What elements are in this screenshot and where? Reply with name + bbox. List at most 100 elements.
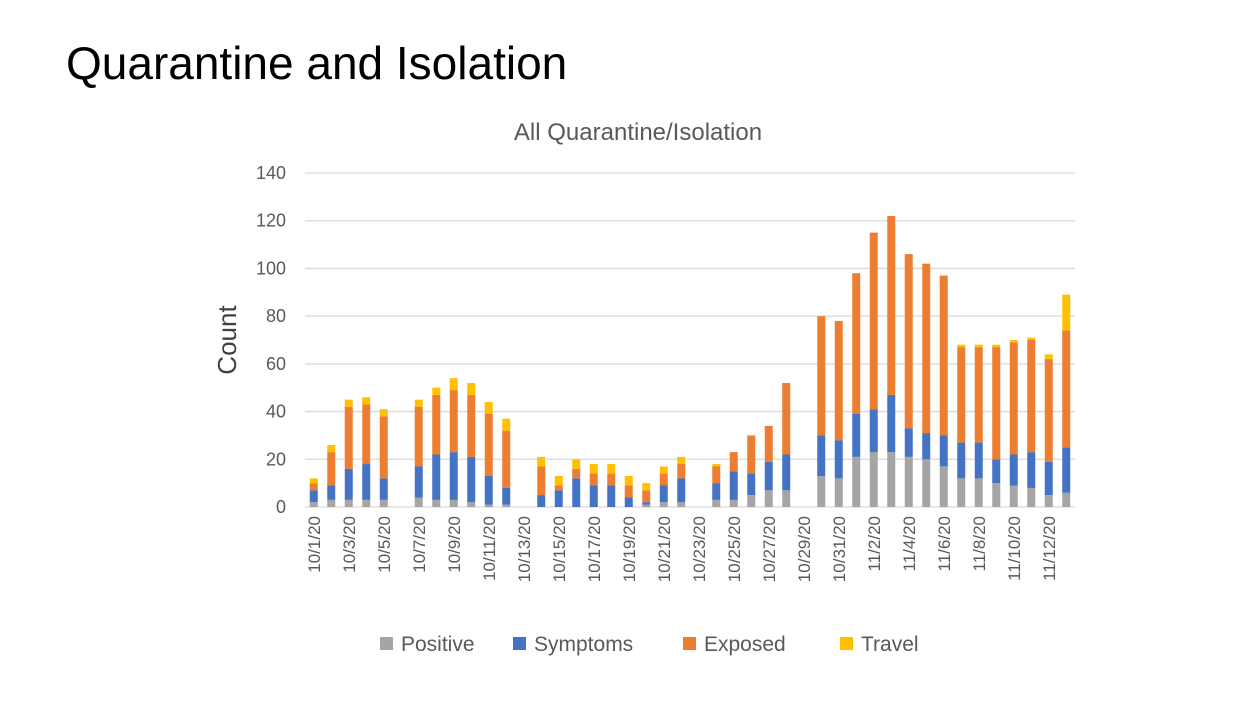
bar-segment-travel: [484, 402, 493, 414]
bar-segment-symptoms: [887, 394, 896, 453]
bar-segment-exposed: [834, 320, 843, 441]
bar-segment-exposed: [992, 347, 1001, 460]
bar-segment-travel: [414, 399, 423, 407]
x-tick-label: 10/29/20: [795, 516, 814, 582]
x-tick-label: 10/23/20: [690, 516, 709, 582]
bar-segment-positive: [502, 504, 511, 507]
bar-segment-travel: [1044, 354, 1053, 360]
x-tick-label: 10/21/20: [655, 516, 674, 582]
bar-segment-exposed: [659, 473, 668, 486]
bar-segment-positive: [922, 459, 931, 507]
bar-segment-symptoms: [467, 456, 476, 503]
x-tick-label: 10/31/20: [830, 516, 849, 582]
x-tick-label: 11/10/20: [1005, 516, 1024, 581]
bar-segment-symptoms: [554, 490, 563, 507]
bar-segment-travel: [957, 344, 966, 348]
bar-segment-travel: [659, 466, 668, 474]
x-tick-label: 10/11/20: [480, 516, 499, 581]
bar-segment-travel: [379, 409, 388, 417]
bar-segment-symptoms: [572, 478, 581, 507]
legend-label: Exposed: [704, 633, 786, 656]
bar-segment-symptoms: [449, 452, 458, 500]
bar-segment-positive: [957, 478, 966, 507]
bar-segment-symptoms: [729, 471, 738, 500]
bar-segment-positive: [904, 456, 913, 507]
legend-label: Travel: [861, 633, 919, 656]
bar-segment-exposed: [414, 406, 423, 467]
bar-segment-travel: [642, 483, 651, 491]
legend-swatch: [683, 637, 696, 650]
bar-segment-exposed: [729, 452, 738, 472]
bar-segment-symptoms: [1027, 452, 1036, 488]
bar-segment-symptoms: [659, 485, 668, 503]
bar-segment-exposed: [764, 425, 773, 462]
bar-segment-exposed: [1062, 330, 1071, 448]
x-tick-label: 10/5/20: [375, 516, 394, 573]
x-axis-ticks: 10/1/20 10/3/20 10/5/20 10/7/20 10/9/20 10/11…: [305, 516, 1059, 582]
bar-segment-positive: [764, 490, 773, 507]
bar-segment-symptoms: [484, 475, 493, 505]
bar-segment-exposed: [432, 394, 441, 455]
bar-segment-symptoms: [642, 502, 651, 505]
bar-segment-exposed: [887, 215, 896, 395]
slide-title: Quarantine and Isolation: [66, 37, 568, 89]
bar-segment-symptoms: [677, 478, 686, 503]
bar-segment-exposed: [939, 275, 948, 436]
y-tick-label: 0: [276, 497, 286, 517]
bar-segment-positive: [467, 502, 476, 507]
bar-segment-symptoms: [624, 497, 633, 507]
x-tick-label: 10/9/20: [445, 516, 464, 573]
bar-segment-symptoms: [1044, 461, 1053, 496]
bar-segment-travel: [502, 418, 511, 431]
bar-segment-exposed: [1009, 342, 1018, 455]
bar-segment-exposed: [922, 263, 931, 434]
bar-segment-exposed: [309, 483, 318, 491]
bar-segment-positive: [817, 475, 826, 507]
bar-segment-symptoms: [362, 464, 371, 500]
bar-segment-travel: [677, 456, 686, 465]
bar-segment-symptoms: [432, 454, 441, 500]
bar-segment-travel: [449, 378, 458, 391]
legend: Positive Symptoms Exposed Travel: [380, 633, 919, 656]
bar-segment-positive: [1062, 492, 1071, 507]
bar-segment-travel: [1062, 294, 1071, 331]
y-tick-label: 20: [266, 449, 286, 469]
bar-segment-symptoms: [992, 459, 1001, 484]
bar-segment-symptoms: [344, 468, 353, 500]
bar-segment-travel: [309, 478, 318, 484]
bar-segment-travel: [327, 444, 336, 453]
bar-segment-positive: [432, 499, 441, 507]
bar-segment-symptoms: [502, 487, 511, 505]
chart-title: All Quarantine/Isolation: [514, 119, 762, 146]
bar-segment-positive: [834, 478, 843, 507]
x-tick-label: 11/2/20: [865, 516, 884, 571]
bar-segment-exposed: [852, 273, 861, 414]
y-tick-label: 100: [256, 258, 286, 278]
y-axis-ticks: 0 20 40 60 80 100 120 140: [256, 163, 286, 517]
bar-segment-travel: [589, 464, 598, 474]
bar-segment-travel: [974, 344, 983, 348]
bar-segment-symptoms: [309, 490, 318, 503]
y-tick-label: 80: [266, 306, 286, 326]
bar-segment-positive: [939, 466, 948, 507]
bar-segment-travel: [344, 399, 353, 407]
bar-segment-positive: [362, 499, 371, 507]
bar-segment-exposed: [449, 390, 458, 453]
bar-segment-positive: [344, 499, 353, 507]
bar-segment-symptoms: [414, 466, 423, 498]
bar-segment-travel: [467, 382, 476, 395]
x-tick-label: 10/25/20: [725, 516, 744, 582]
bar-segment-positive: [887, 452, 896, 507]
bar-segment-exposed: [817, 316, 826, 436]
legend-swatch: [513, 637, 526, 650]
bar-segment-exposed: [467, 394, 476, 457]
bar-segment-positive: [1044, 495, 1053, 507]
bars: [309, 215, 1071, 507]
bar-segment-symptoms: [782, 454, 791, 491]
bar-segment-travel: [554, 475, 563, 486]
bar-segment-exposed: [537, 466, 546, 496]
x-tick-label: 10/27/20: [760, 516, 779, 582]
bar-segment-exposed: [642, 490, 651, 503]
bar-segment-symptoms: [712, 483, 721, 500]
y-tick-label: 120: [256, 211, 286, 231]
